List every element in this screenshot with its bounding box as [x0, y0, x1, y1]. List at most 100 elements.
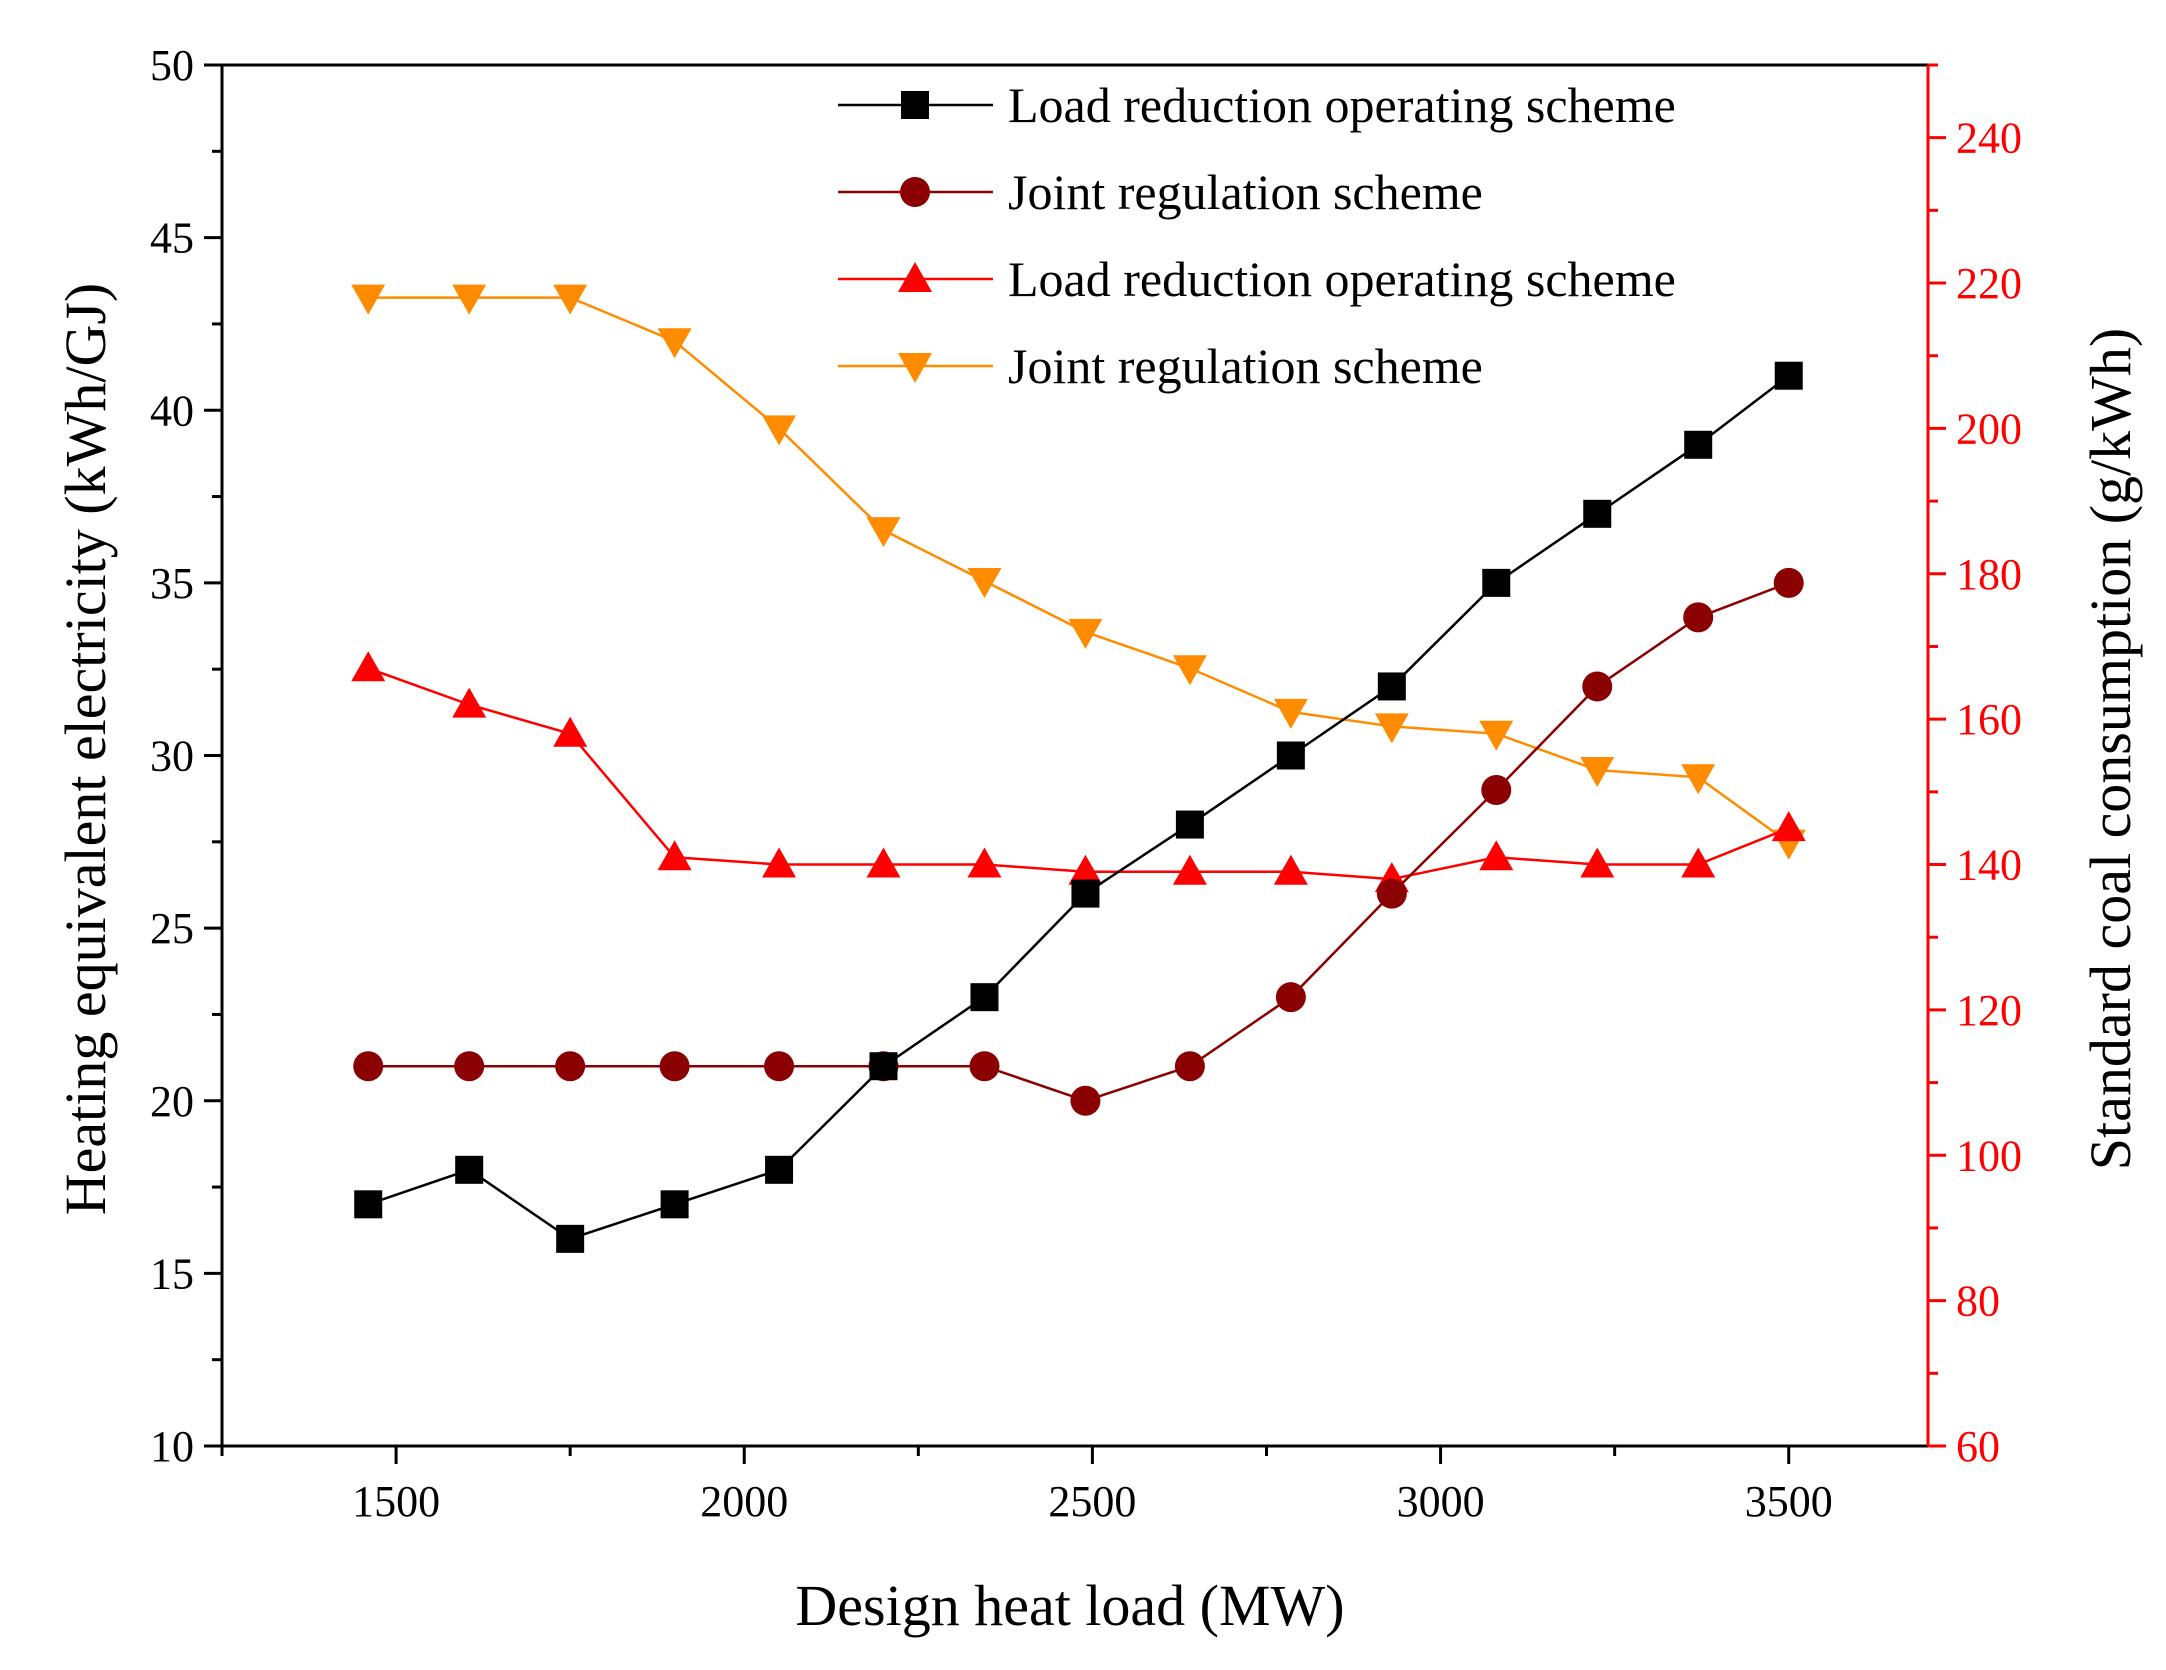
series-1-point	[1071, 879, 1100, 908]
series-2-point	[969, 1051, 1000, 1082]
series-4-point	[1479, 720, 1514, 751]
x-tick-label: 3500	[1745, 1477, 1833, 1526]
series-1-point	[1583, 499, 1612, 528]
y-right-tick-label: 240	[1956, 114, 2022, 163]
series-4-point	[1374, 713, 1409, 744]
series-1-point	[1175, 810, 1204, 839]
y-left-tick-label: 25	[150, 904, 194, 953]
series-1-point	[1276, 741, 1305, 770]
y-left-tick-label: 50	[150, 41, 194, 90]
y-left-tick-label: 15	[150, 1249, 194, 1298]
series-1-point	[1684, 430, 1713, 459]
series-2-point	[1582, 671, 1613, 702]
series-2-point	[764, 1051, 795, 1082]
series-3-point	[967, 847, 1002, 878]
y-left-tick-label: 30	[150, 732, 194, 781]
y-right-tick-label: 60	[1956, 1422, 2000, 1471]
series-4-point	[967, 568, 1002, 599]
series-3-point	[1681, 847, 1716, 878]
series-1-point	[660, 1190, 689, 1219]
y-right-tick-label: 200	[1956, 404, 2022, 453]
series-1-point	[1774, 361, 1803, 390]
series-2-point	[1070, 1085, 1101, 1116]
legend-marker	[898, 353, 932, 383]
y-right-tick-label: 140	[1956, 841, 2022, 890]
legend-item-2: Joint regulation scheme	[838, 164, 1483, 220]
series-1-point	[354, 1190, 383, 1219]
y-left-tick-label: 45	[150, 214, 194, 263]
series-1-point	[765, 1155, 794, 1184]
legend-item-1: Load reduction operating scheme	[838, 77, 1676, 133]
y-left-tick-label: 10	[150, 1422, 194, 1471]
x-tick-label: 2000	[700, 1477, 788, 1526]
series-4-point	[1580, 757, 1615, 788]
series-3	[351, 651, 1806, 893]
series-2-point	[1683, 602, 1714, 633]
series-2	[353, 567, 1804, 1116]
series-2-point	[1481, 775, 1512, 806]
series-3-line	[367, 667, 1790, 881]
series-layer	[351, 284, 1806, 1253]
series-1-point	[869, 1052, 898, 1081]
series-3-point	[657, 840, 692, 871]
y-left-tick-label: 40	[150, 386, 194, 435]
series-1-point	[1377, 672, 1406, 701]
series-1	[354, 361, 1803, 1253]
legend-label: Load reduction operating scheme	[1008, 251, 1676, 307]
legend: Load reduction operating scheme Joint reg…	[838, 77, 1676, 394]
y-right-tick-label: 220	[1956, 259, 2022, 308]
x-tick-label: 2500	[1048, 1477, 1136, 1526]
series-4-point	[657, 328, 692, 359]
legend-item-3: Load reduction operating scheme	[838, 251, 1676, 307]
series-1-point	[455, 1155, 484, 1184]
series-2-point	[555, 1051, 586, 1082]
axes: 1500 2000 2500 3000 3500 10 15 20 25 30 35 40 45 50 60…	[150, 41, 2022, 1526]
legend-marker	[900, 177, 930, 207]
y-right-tick-label: 160	[1956, 695, 2022, 744]
series-3-point	[553, 716, 588, 747]
series-1-point	[970, 983, 999, 1012]
series-1-point	[556, 1224, 585, 1253]
y-right-tick-label: 120	[1956, 986, 2022, 1035]
y-axis-title-left: Heating equivalent electricity (kWh/GJ)	[53, 283, 118, 1215]
legend-marker	[901, 91, 929, 119]
series-3-point	[1273, 854, 1308, 885]
series-2-point	[1275, 982, 1306, 1013]
series-3-point	[351, 651, 386, 682]
series-3-point	[452, 687, 487, 718]
series-3-point	[866, 847, 901, 878]
series-1-point	[1482, 568, 1511, 597]
series-2-point	[659, 1051, 690, 1082]
series-3-point	[1479, 840, 1514, 871]
series-4-point	[1681, 764, 1716, 795]
legend-marker	[898, 262, 932, 292]
series-2-point	[1174, 1051, 1205, 1082]
series-4-point	[553, 284, 588, 315]
series-4-point	[762, 415, 797, 446]
y-left-tick-label: 20	[150, 1077, 194, 1126]
x-tick-label: 3000	[1397, 1477, 1485, 1526]
legend-label: Joint regulation scheme	[1008, 164, 1483, 220]
series-3-point	[1771, 811, 1806, 842]
legend-label: Load reduction operating scheme	[1008, 77, 1676, 133]
series-2-point	[1773, 567, 1804, 598]
y-axis-title-right: Standard coal consumption (g/kWh)	[2078, 328, 2143, 1170]
series-2-point	[353, 1051, 384, 1082]
legend-item-4: Joint regulation scheme	[838, 338, 1483, 394]
series-4-point	[866, 517, 901, 548]
x-tick-label: 1500	[352, 1477, 440, 1526]
legend-label: Joint regulation scheme	[1008, 338, 1483, 394]
x-axis-title: Design heat load (MW)	[795, 1573, 1344, 1638]
series-3-point	[1068, 854, 1103, 885]
y-right-tick-label: 180	[1956, 550, 2022, 599]
series-3-point	[1580, 847, 1615, 878]
series-3-point	[762, 847, 797, 878]
series-4-point	[1172, 655, 1207, 686]
series-4-point	[1273, 698, 1308, 729]
y-left-tick-label: 35	[150, 559, 194, 608]
series-3-point	[1172, 854, 1207, 885]
series-2-point	[454, 1051, 485, 1082]
series-2-point	[1376, 878, 1407, 909]
y-right-tick-label: 80	[1956, 1277, 2000, 1326]
